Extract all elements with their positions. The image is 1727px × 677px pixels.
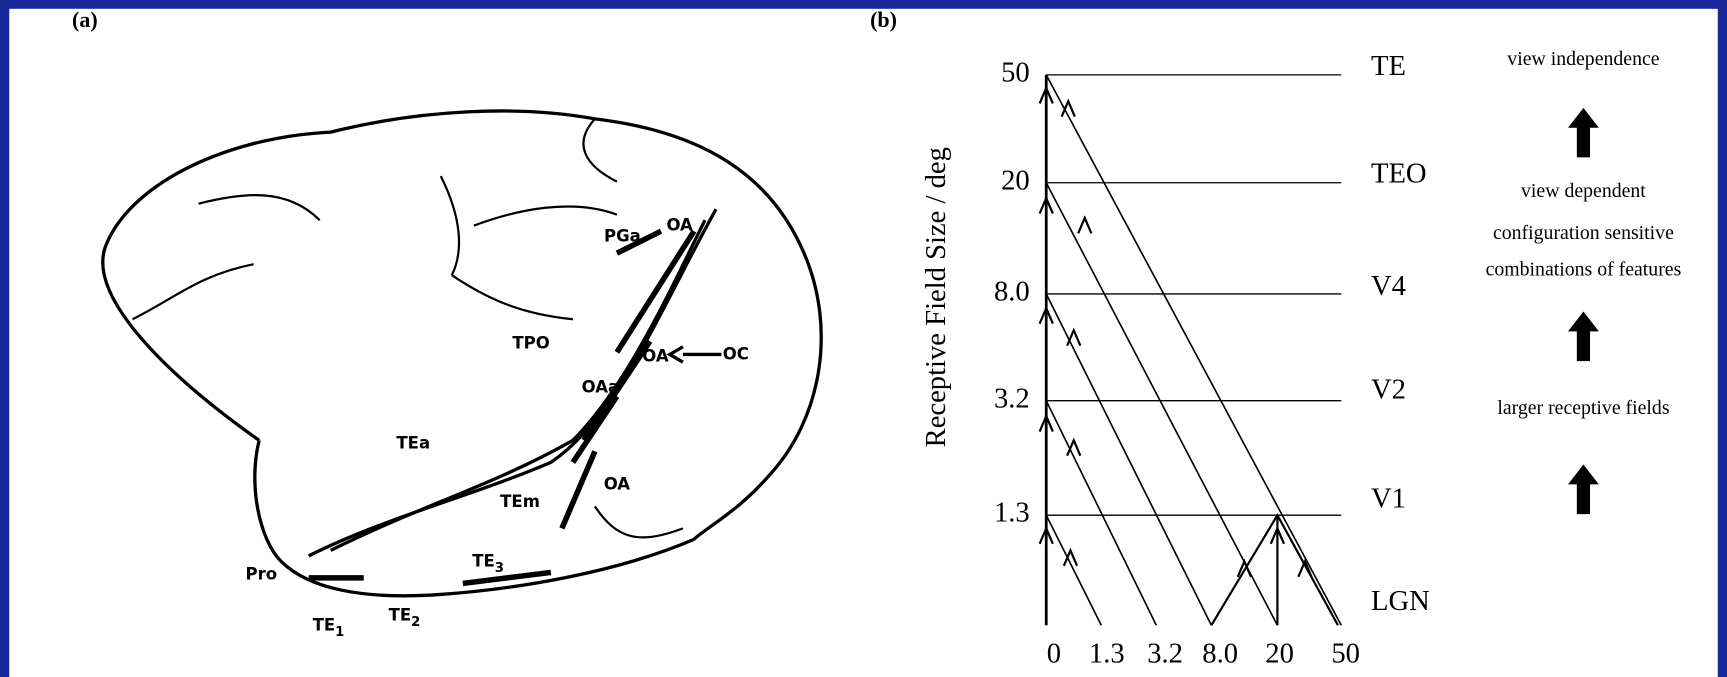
region-name: OA — [666, 215, 693, 234]
x-tick-label: 1.3 — [1089, 638, 1125, 670]
region-subscript: 1 — [335, 625, 344, 640]
level-label: V4 — [1371, 270, 1406, 302]
region-name: TE — [313, 615, 336, 634]
region-name: OAa — [582, 377, 620, 396]
region-label: TEa — [396, 433, 430, 452]
x-tick-label: 0 — [1047, 638, 1061, 670]
y-tick-label: 1.3 — [994, 497, 1030, 529]
region-label: OAa — [582, 377, 620, 396]
region-name: TE — [389, 605, 412, 624]
y-tick-label: 8.0 — [994, 275, 1030, 307]
x-tick-label: 50 — [1331, 638, 1360, 670]
figure: (a) (b) PGaOATPOOAOCOAaTEaOATEmTE3ProTE1… — [0, 0, 1727, 677]
y-tick-label: 20 — [1001, 164, 1030, 196]
region-label: PGa — [604, 226, 641, 245]
region-label: TPO — [512, 333, 549, 352]
region-name: OA — [604, 474, 631, 493]
panel-label: (b) — [870, 7, 897, 32]
panel-label: (a) — [72, 7, 98, 32]
annotation: larger receptive fields — [1497, 397, 1669, 419]
x-tick-label: 20 — [1265, 638, 1294, 670]
level-label: LGN — [1371, 585, 1430, 617]
region-name: Pro — [246, 564, 278, 583]
region-label: Pro — [246, 564, 278, 583]
region-name: TPO — [512, 333, 549, 352]
region-name: PGa — [604, 226, 641, 245]
y-tick-label: 50 — [1001, 56, 1030, 88]
region-label: OC — [723, 344, 749, 363]
x-tick-label: 3.2 — [1147, 638, 1183, 670]
region-subscript: 3 — [495, 561, 504, 576]
level-label: TE — [1371, 50, 1406, 82]
region-label: OA — [642, 346, 669, 365]
region-name: TEm — [500, 491, 540, 510]
level-label: V2 — [1371, 373, 1406, 405]
annotation: view independence — [1507, 48, 1659, 70]
level-label: TEO — [1371, 158, 1427, 190]
annotation: view dependent — [1521, 180, 1646, 202]
annotation: configuration sensitive — [1493, 222, 1674, 244]
region-label: TEm — [500, 491, 540, 510]
annotation: combinations of features — [1486, 258, 1682, 280]
x-tick-label: 8.0 — [1202, 638, 1238, 670]
region-name: OC — [723, 344, 749, 363]
region-name: TEa — [396, 433, 430, 452]
y-tick-label: 3.2 — [994, 382, 1030, 414]
region-label: OA — [666, 215, 693, 234]
region-subscript: 2 — [411, 615, 420, 630]
region-label: OA — [604, 474, 631, 493]
region-name: TE — [472, 551, 495, 570]
region-name: OA — [642, 346, 669, 365]
level-label: V1 — [1371, 482, 1406, 514]
y-axis-label: Receptive Field Size / deg — [920, 147, 952, 447]
